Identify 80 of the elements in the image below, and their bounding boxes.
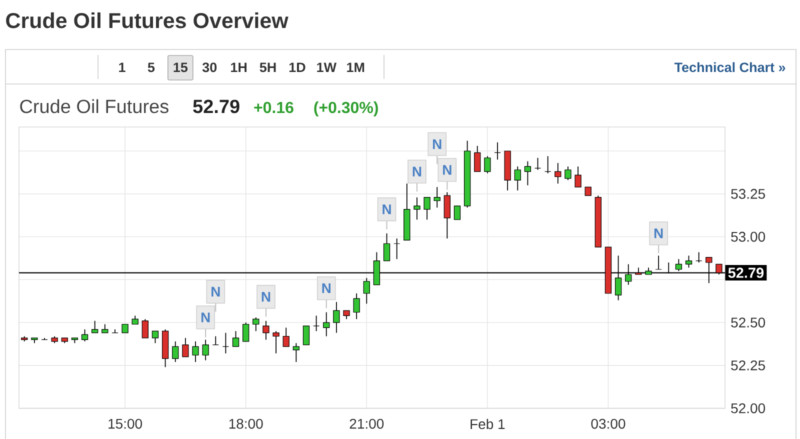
text: 15	[174, 62, 188, 72]
candlestick	[554, 162, 562, 184]
chart-title: Crude Oil Futures Overview	[6, 12, 288, 28]
annotation: N	[432, 139, 442, 149]
annotation: N	[412, 166, 422, 176]
text: 1D	[289, 62, 306, 72]
text: 5	[148, 62, 155, 72]
candlestick	[685, 255, 692, 268]
annotation: N	[382, 204, 391, 214]
candlestick	[414, 196, 420, 220]
text: Technical Chart »	[674, 62, 786, 72]
candlestick	[534, 157, 542, 170]
candlestick	[514, 166, 521, 191]
text: 1M	[347, 62, 364, 72]
chart-subtitle: Crude Oil Futures	[20, 99, 168, 114]
candlestick	[524, 160, 532, 186]
candlestick	[353, 292, 360, 320]
candlestick	[474, 145, 481, 172]
candlestick	[202, 339, 209, 361]
candlestick	[363, 277, 370, 304]
candlestick	[696, 252, 702, 263]
candlestick	[262, 320, 270, 340]
annotation: N	[212, 286, 220, 296]
text: 1H	[231, 62, 247, 72]
x-tick-label: 18:00	[229, 418, 263, 429]
candlestick	[142, 318, 148, 338]
candlestick	[444, 192, 450, 239]
candlestick	[292, 342, 300, 362]
candlestick	[232, 330, 240, 347]
candlestick	[92, 320, 98, 334]
y-tick-label: 53.00	[731, 232, 766, 242]
candlestick	[112, 328, 118, 334]
candlestick	[192, 340, 199, 362]
x-tick-label: 15:00	[108, 418, 142, 429]
candlestick	[574, 166, 582, 188]
candlestick	[81, 328, 88, 342]
annotation: N	[201, 312, 210, 322]
y-tick-label: 53.25	[731, 188, 765, 199]
candlestick	[312, 315, 320, 332]
candlestick	[242, 322, 250, 342]
y-tick-label: 52.50	[731, 318, 766, 328]
text: 5H	[260, 62, 276, 72]
candlestick	[454, 205, 461, 220]
text: 52.79	[193, 100, 240, 114]
x-tick-label: 21:00	[350, 418, 384, 429]
annotation: N	[443, 165, 452, 175]
candlestick	[434, 186, 440, 208]
y-tick-label: 52.00	[731, 403, 766, 414]
candlestick	[222, 332, 230, 354]
x-tick-label: Feb 1	[470, 418, 505, 430]
candlestick	[252, 316, 260, 332]
candlestick	[182, 338, 189, 358]
annotation: N	[322, 283, 330, 294]
candlestick	[655, 255, 662, 270]
text: 1W	[317, 62, 337, 72]
annotation: N	[262, 292, 270, 302]
candlestick	[282, 327, 290, 347]
candlestick	[394, 238, 400, 260]
text: (+0.30%)	[314, 101, 378, 116]
x-tick-label: 03:00	[591, 418, 626, 429]
candlestick	[212, 336, 219, 346]
candlestick	[494, 142, 501, 160]
candlestick	[544, 156, 552, 174]
ref-line-label: 52.79	[728, 268, 764, 278]
candlestick	[272, 330, 280, 354]
candlestick	[484, 156, 491, 174]
candlestick	[424, 196, 430, 220]
y-tick-label: 52.25	[731, 360, 765, 370]
candlestick	[564, 166, 572, 181]
candlestick	[302, 326, 310, 346]
text: +0.16	[254, 102, 294, 114]
candlestick	[172, 340, 179, 362]
candlestick	[152, 330, 159, 344]
text: 30	[202, 62, 217, 72]
annotation: N	[654, 228, 663, 238]
text: 1	[119, 62, 126, 72]
candlestick	[41, 338, 48, 340]
candlestick	[333, 302, 340, 334]
candlestick	[323, 312, 330, 337]
candlestick	[383, 232, 390, 262]
